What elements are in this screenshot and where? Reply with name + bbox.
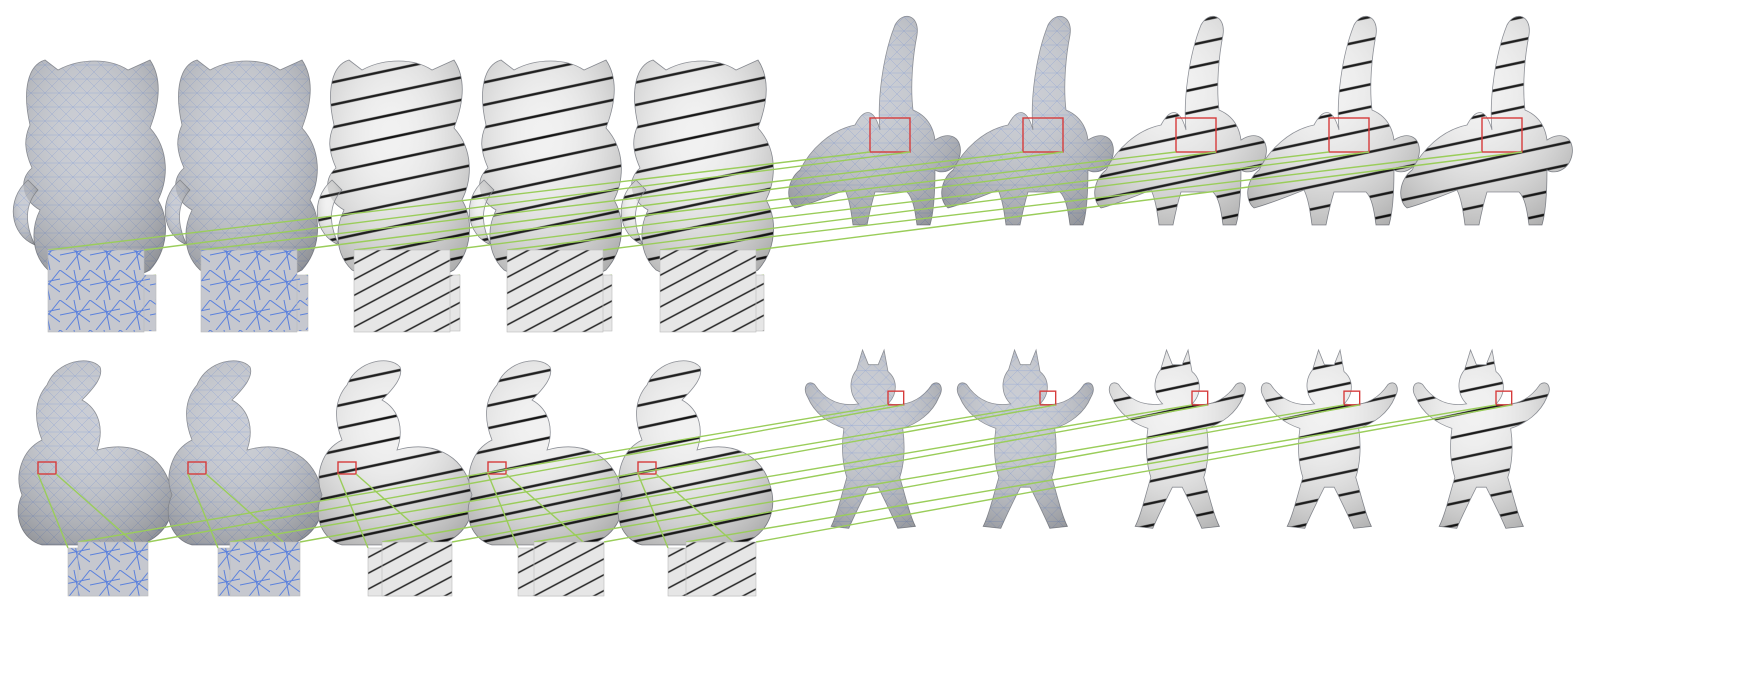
shading: [13, 60, 166, 279]
shading: [1413, 350, 1550, 529]
elephant-stripes-a: [1094, 15, 1267, 226]
shading: [18, 360, 173, 545]
callout-line: [505, 473, 591, 549]
zoom-inset: [353, 249, 451, 333]
zoom-inset: [229, 541, 301, 597]
callout-line: [77, 404, 889, 543]
callout-line: [37, 473, 69, 549]
callout-line: [637, 473, 669, 549]
callout-line: [381, 404, 1193, 543]
highlight-box: [1191, 390, 1209, 406]
callout-line: [187, 473, 219, 549]
zoom-inset: [47, 249, 145, 333]
bunny-stripes-a: [317, 360, 474, 546]
callout-line: [229, 404, 1041, 543]
kitten-mesh-wireframe-a: [12, 59, 167, 281]
bunny-mesh-wireframe-b: [167, 360, 324, 546]
highlight-box: [887, 390, 905, 406]
elephant-mesh-wireframe-a: [788, 15, 961, 226]
callout-line: [533, 404, 1345, 543]
shading: [318, 360, 473, 545]
armadillo-mesh-wireframe-a: [804, 349, 942, 529]
zoom-inset: [685, 541, 757, 597]
highlight-box: [869, 117, 911, 153]
zoom-inset: [200, 249, 298, 333]
callout-line: [602, 151, 1370, 251]
armadillo-stripes-b: [1260, 349, 1398, 529]
elephant-stripes-c: [1400, 15, 1573, 226]
highlight-box: [1039, 390, 1057, 406]
callout-line: [296, 151, 1064, 251]
kitten-stripes-b: [468, 59, 623, 281]
highlight-box: [1343, 390, 1361, 406]
zoom-inset: [506, 249, 604, 333]
callout-line: [55, 473, 141, 549]
shading: [1261, 350, 1398, 529]
highlight-box: [637, 461, 657, 475]
callout-line: [451, 404, 1208, 543]
bunny-mesh-wireframe-a: [17, 360, 174, 546]
highlight-box: [1481, 117, 1523, 153]
callout-line: [487, 473, 519, 549]
highlight-box: [487, 461, 507, 475]
zoom-inset: [77, 541, 149, 597]
shading: [468, 360, 623, 545]
bunny-stripes-c: [617, 360, 774, 546]
bunny-stripes-b: [467, 360, 624, 546]
highlight-box: [337, 461, 357, 475]
shading: [469, 60, 622, 279]
shading: [165, 60, 318, 279]
panels-layer: [12, 15, 1573, 597]
callout-line: [47, 151, 871, 251]
callout-line: [449, 151, 1217, 251]
callout-line: [147, 404, 904, 543]
shading: [1109, 350, 1246, 529]
highlight-box: [1175, 117, 1217, 153]
highlight-box: [187, 461, 207, 475]
elephant-row: [47, 15, 1573, 333]
armadillo-mesh-wireframe-b: [956, 349, 1094, 529]
callout-line: [337, 473, 369, 549]
highlight-box: [1328, 117, 1370, 153]
callout-line: [685, 404, 1497, 543]
highlight-box: [1495, 390, 1513, 406]
armadillo-row: [77, 349, 1550, 597]
callout-line: [205, 473, 291, 549]
zoom-inset: [659, 249, 757, 333]
elephant-stripes-b: [1247, 15, 1420, 226]
callout-line: [755, 404, 1512, 543]
zoom-inset: [381, 541, 453, 597]
armadillo-stripes-a: [1108, 349, 1246, 529]
callout-line: [143, 151, 911, 251]
callout-line: [200, 151, 1024, 251]
kitten-stripes-c: [620, 59, 775, 281]
kitten-mesh-wireframe-b: [164, 59, 319, 281]
highlight-box: [37, 461, 57, 475]
armadillo-stripes-c: [1412, 349, 1550, 529]
callout-line: [755, 151, 1523, 251]
zoom-inset: [533, 541, 605, 597]
callout-line: [355, 473, 441, 549]
highlight-box: [1022, 117, 1064, 153]
callout-line: [659, 151, 1483, 251]
shading: [168, 360, 323, 545]
elephant-mesh-wireframe-b: [941, 15, 1114, 226]
callout-line: [506, 151, 1330, 251]
shading: [317, 60, 470, 279]
callout-line: [603, 404, 1360, 543]
kitten-stripes-a: [316, 59, 471, 281]
callout-line: [353, 151, 1177, 251]
callout-line: [299, 404, 1056, 543]
